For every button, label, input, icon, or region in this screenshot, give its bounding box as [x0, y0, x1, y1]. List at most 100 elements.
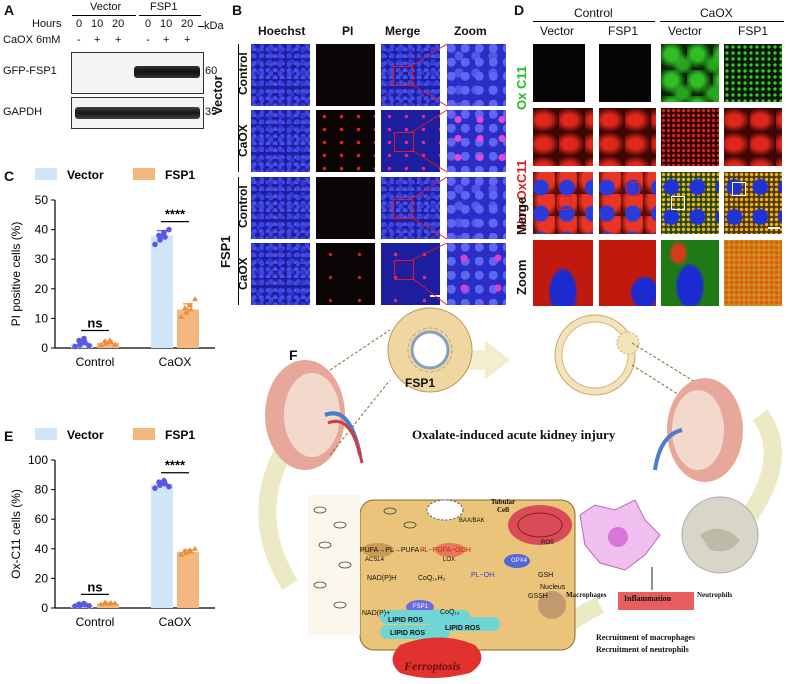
panel-f-letter: F: [289, 347, 298, 363]
nucleus-icon: [538, 591, 566, 619]
plpufa-label: PL−PUFA−OOH: [420, 547, 471, 554]
recruit-neutrophils: Recruitment of neutrophils: [596, 645, 689, 654]
bar-vector-caox: [151, 235, 173, 348]
legend-label-0: Vector: [67, 168, 104, 182]
legend-label-0: Vector: [67, 428, 104, 442]
d-col-fsp1-2: FSP1: [738, 24, 769, 38]
lox-label: LOX: [443, 557, 456, 563]
d-row-zoom: Zoom: [514, 259, 529, 295]
data-point: [86, 342, 92, 349]
data-point: [187, 547, 193, 553]
hour-5: 20: [181, 18, 194, 30]
nadph-label: NAD(P)H: [367, 575, 397, 582]
sign-2: +: [115, 34, 122, 46]
col-merge: Merge: [385, 24, 421, 38]
img-fsp1-control-pi: [316, 177, 375, 239]
data-point: [161, 229, 167, 236]
d-group-caox: CaOX: [700, 6, 733, 20]
blot-label-gfp: GFP-FSP1: [3, 65, 57, 77]
hour-3: 0: [145, 18, 152, 30]
schematic-art: [258, 307, 782, 678]
d-img-zoom-caox-vector: [661, 240, 719, 306]
acsl4-label: ACSL4: [365, 557, 385, 563]
data-point: [86, 602, 92, 609]
acsl4-ellipse: [362, 543, 394, 557]
legend-swatch-1: [133, 428, 155, 440]
col-pi: PI: [342, 24, 354, 38]
y-tick-label: 40: [35, 542, 49, 556]
data-point: [162, 234, 168, 240]
gsh-label: GSH: [538, 572, 554, 579]
data-point: [72, 343, 78, 350]
gpx4-label: GPX4: [511, 558, 528, 564]
img-vector-control-pi: [316, 44, 375, 106]
d-col-vector-1: Vector: [540, 24, 575, 38]
d-img-merge-ctrl-fsp1: [599, 172, 656, 234]
panel-c-letter: C: [4, 168, 15, 184]
data-point: [188, 306, 194, 312]
data-point: [81, 335, 87, 342]
d-img-merge-caox-fsp1: [724, 172, 782, 234]
y-tick-label: 60: [35, 512, 49, 526]
img-vector-caox-pi: [316, 110, 375, 172]
d-img-non-ctrl-fsp1: [599, 108, 656, 166]
gssh-label: GSSH: [528, 593, 548, 600]
bar-vector-caox: [151, 483, 173, 608]
data-point: [161, 477, 167, 484]
data-point: [76, 601, 82, 607]
lipid-ros-1: LIPID ROS: [388, 617, 424, 624]
data-point: [157, 237, 163, 243]
img-fsp1-control-hoechst: [251, 177, 310, 239]
blot-label-gapdh: GAPDH: [3, 106, 43, 118]
y-tick-label: 20: [35, 282, 49, 296]
d-row-oxc11: Ox C11: [514, 65, 529, 110]
data-point: [192, 296, 198, 302]
legend-label-1: FSP1: [165, 168, 195, 182]
fsp1-enzyme-label: FSP1: [413, 604, 429, 610]
data-point: [152, 485, 158, 491]
inflammation-label: Inflammation: [624, 594, 672, 603]
d-scale-bar: [768, 227, 780, 229]
d-img-ox-caox-vector: [661, 44, 719, 102]
y-axis-label: Ox-C11 cells (%): [9, 489, 23, 579]
legend-label-1: FSP1: [165, 428, 195, 442]
blot-marker-35: 35: [205, 106, 218, 118]
hours-label: Hours: [32, 18, 62, 30]
data-point: [182, 305, 188, 311]
y-tick-label: 0: [41, 341, 48, 355]
hour-4: 10: [160, 18, 173, 30]
data-point: [178, 313, 184, 319]
data-point: [102, 338, 108, 344]
img-fsp1-caox-hoechst: [251, 243, 310, 305]
data-point: [182, 548, 188, 554]
data-point: [156, 232, 162, 239]
y-tick-label: 80: [35, 483, 49, 497]
d-img-non-caox-fsp1: [724, 108, 782, 166]
data-point: [183, 309, 189, 315]
tubule-injured-icon: [554, 314, 640, 396]
f-title: Oxalate-induced acute kidney injury: [412, 427, 616, 442]
panel-a-letter: A: [4, 2, 15, 18]
y-tick-label: 20: [35, 571, 49, 585]
legend-swatch-0: [35, 168, 57, 180]
col-zoom: Zoom: [454, 24, 487, 38]
blot-gfp-fsp1: [71, 52, 204, 94]
panel-d-letter: D: [514, 2, 525, 18]
d-img-ox-ctrl-fsp1: [599, 44, 651, 102]
group-fsp1-line: [139, 15, 201, 16]
chart-c: Vector FSP1 0 10 20 30 40 50 PI positive cells (…: [9, 168, 215, 369]
blot-gapdh: [71, 97, 204, 129]
coq10-label: CoQ₁₀: [440, 609, 460, 616]
inflammation-box: [618, 592, 694, 610]
y-axis-label: PI positive cells (%): [9, 222, 23, 327]
d-img-merge-ctrl-vector: [533, 172, 593, 234]
nadp-label: NAD(P)+: [362, 610, 391, 617]
x-tick-label: CaOX: [159, 355, 192, 369]
d-img-zoom-ctrl-fsp1: [599, 240, 656, 306]
d-img-non-caox-vector: [661, 108, 719, 166]
y-tick-label: 0: [41, 601, 48, 615]
img-vector-caox-hoechst: [251, 110, 310, 172]
data-point: [192, 545, 198, 551]
chart-e: Vector FSP1 0 20 40 60 80 100 Ox-C11 cells (%) Co…: [9, 428, 215, 629]
d-img-ox-ctrl-vector: [533, 44, 585, 102]
